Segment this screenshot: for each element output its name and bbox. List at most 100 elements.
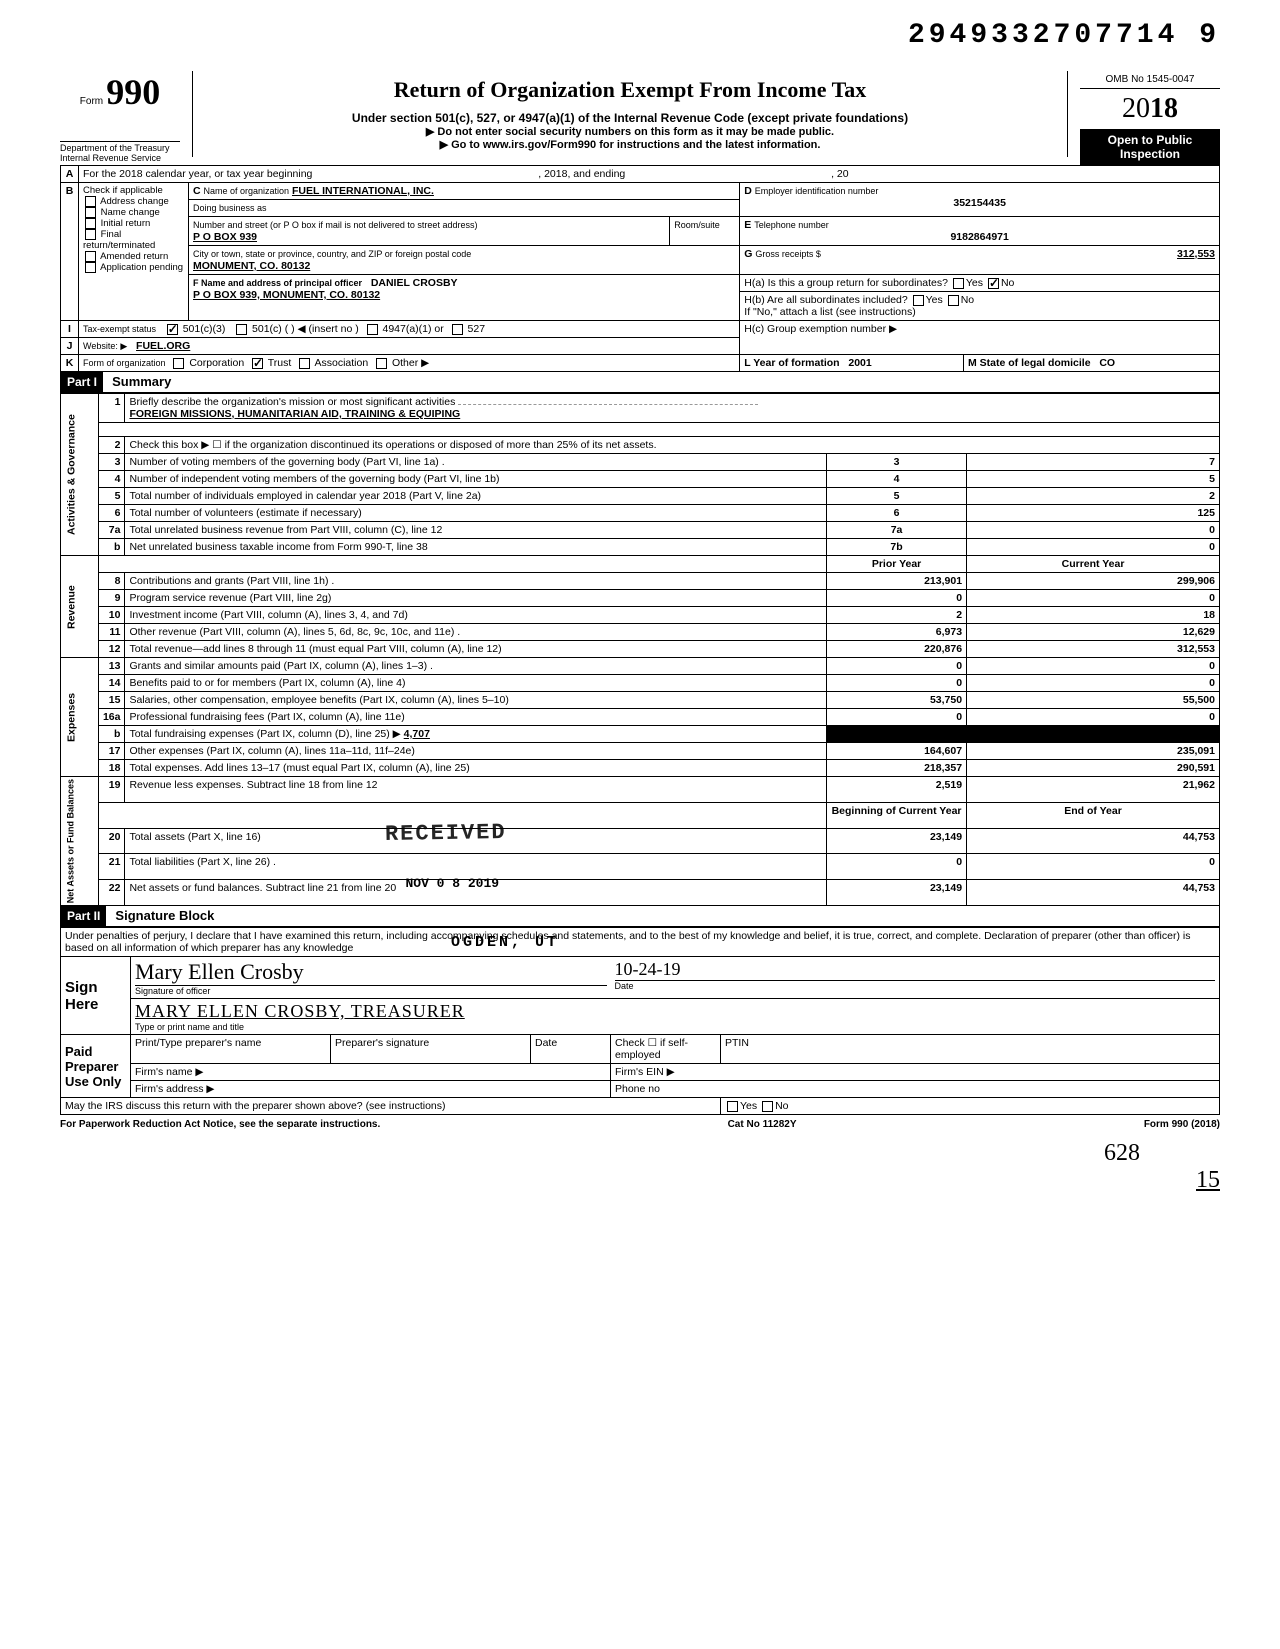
addr-val: P O BOX 939 xyxy=(193,231,257,243)
l3-box: 3 xyxy=(827,454,967,471)
part1-hdr: Part I xyxy=(61,372,103,392)
chk-4947[interactable] xyxy=(367,324,378,335)
footer-handwriting: 628 15 xyxy=(60,1140,1220,1194)
l15-n: 15 xyxy=(98,692,125,709)
l7a-n: 7a xyxy=(98,522,125,539)
l15-c: 55,500 xyxy=(967,692,1220,709)
cell-city: City or town, state or province, country… xyxy=(189,246,740,275)
j-val: FUEL.ORG xyxy=(136,340,190,352)
chk-ha-yes[interactable] xyxy=(953,278,964,289)
cell-L: L Year of formation 2001 xyxy=(740,355,964,372)
received-date: NOV 0 8 2019 xyxy=(405,876,499,891)
chk-527[interactable] xyxy=(452,324,463,335)
header-middle: Return of Organization Exempt From Incom… xyxy=(192,71,1068,157)
l16b-black1 xyxy=(827,726,967,743)
l18-n: 18 xyxy=(98,760,125,777)
chk-amended-return[interactable] xyxy=(85,251,96,262)
row-A-text: For the 2018 calendar year, or tax year … xyxy=(79,166,1220,183)
l18-p: 218,357 xyxy=(827,760,967,777)
cell-website: Website: ▶ FUEL.ORG xyxy=(79,338,740,355)
lbl-address-change: Address change xyxy=(100,196,169,207)
l14-p: 0 xyxy=(827,675,967,692)
i-text: Tax-exempt status xyxy=(83,324,156,334)
l16b-black2 xyxy=(967,726,1220,743)
header-info-table: A For the 2018 calendar year, or tax yea… xyxy=(60,165,1220,372)
chk-corp[interactable] xyxy=(173,358,184,369)
vlabel-expenses: Expenses xyxy=(61,658,99,777)
k-text: Form of organization xyxy=(83,358,166,368)
perjury-cell: Under penalties of perjury, I declare th… xyxy=(61,928,1220,957)
pp-sig: Preparer's signature xyxy=(331,1035,531,1064)
cell-tax-status: Tax-exempt status 501(c)(3) 501(c) ( ) ◀… xyxy=(79,321,740,338)
dba-lbl: Doing business as xyxy=(193,203,267,213)
chk-initial-return[interactable] xyxy=(85,218,96,229)
l9-n: 9 xyxy=(98,590,125,607)
i-opt1: 501(c)(3) xyxy=(183,323,226,335)
l1-val: FOREIGN MISSIONS, HUMANITARIAN AID, TRAI… xyxy=(129,408,460,420)
chk-501c[interactable] xyxy=(236,324,247,335)
name-title-lbl: Type or print name and title xyxy=(135,1022,1215,1032)
l8-p: 213,901 xyxy=(827,573,967,590)
chk-application-pending[interactable] xyxy=(85,262,96,273)
k-corp: Corporation xyxy=(189,357,244,369)
form-title: Return of Organization Exempt From Incom… xyxy=(203,77,1057,103)
m-val: CO xyxy=(1099,357,1115,369)
cell-dba: Doing business as xyxy=(189,200,740,217)
omb-number: OMB No 1545-0047 xyxy=(1080,71,1220,89)
row-A: A xyxy=(61,166,79,183)
l7a-t: Total unrelated business revenue from Pa… xyxy=(125,522,827,539)
chk-irs-yes[interactable] xyxy=(727,1101,738,1112)
l13-t: Grants and similar amounts paid (Part IX… xyxy=(125,658,827,675)
cell-officer: F Name and address of principal officer … xyxy=(189,275,740,321)
hdr-current: Current Year xyxy=(967,556,1220,573)
l1-t: Briefly describe the organization's miss… xyxy=(125,394,1220,423)
vlabel-governance: Activities & Governance xyxy=(61,394,99,556)
dept-block: Department of the Treasury Internal Reve… xyxy=(60,141,180,164)
l21-c: 0 xyxy=(967,854,1220,880)
l18-c: 290,591 xyxy=(967,760,1220,777)
part2-header-row: Part II Signature Block xyxy=(60,906,1220,927)
l-val: 2001 xyxy=(848,357,871,369)
l20-c: 44,753 xyxy=(967,828,1220,854)
footer-right: Form 990 (2018) xyxy=(1144,1119,1220,1130)
chk-irs-no[interactable] xyxy=(762,1101,773,1112)
j-text: Website: ▶ xyxy=(83,341,127,351)
header-right: OMB No 1545-0047 2018 Open to Public Ins… xyxy=(1080,71,1220,165)
chk-other[interactable] xyxy=(376,358,387,369)
l7a-v: 0 xyxy=(967,522,1220,539)
g-label: G xyxy=(744,248,755,260)
chk-name-change[interactable] xyxy=(85,207,96,218)
cell-address: Number and street (or P O box if mail is… xyxy=(189,217,670,246)
chk-501c3[interactable] xyxy=(167,324,178,335)
l21-p: 0 xyxy=(827,854,967,880)
hb2-text: If "No," attach a list (see instructions… xyxy=(744,306,915,318)
row-K: K xyxy=(61,355,79,372)
i-opt3: 4947(a)(1) or xyxy=(382,323,443,335)
chk-address-change[interactable] xyxy=(85,196,96,207)
l19-t: Revenue less expenses. Subtract line 18 … xyxy=(125,777,827,803)
chk-final-return[interactable] xyxy=(85,229,96,240)
chk-hb-yes[interactable] xyxy=(913,295,924,306)
a-text1: For the 2018 calendar year, or tax year … xyxy=(83,168,312,180)
l9-c: 0 xyxy=(967,590,1220,607)
l1-text: Briefly describe the organization's miss… xyxy=(129,396,455,408)
l10-n: 10 xyxy=(98,607,125,624)
chk-assoc[interactable] xyxy=(299,358,310,369)
e-val: 9182864971 xyxy=(744,231,1215,243)
hdr-prior: Prior Year xyxy=(827,556,967,573)
open-line1: Open to Public xyxy=(1084,133,1216,147)
l12-n: 12 xyxy=(98,641,125,658)
l14-t: Benefits paid to or for members (Part IX… xyxy=(125,675,827,692)
ha-yes: Yes xyxy=(966,277,983,289)
chk-trust[interactable] xyxy=(252,358,263,369)
d-label: D xyxy=(744,185,755,197)
l16a-n: 16a xyxy=(98,709,125,726)
hb-text: H(b) Are all subordinates included? xyxy=(744,294,907,306)
l8-n: 8 xyxy=(98,573,125,590)
chk-hb-no[interactable] xyxy=(948,295,959,306)
blank-rev xyxy=(98,556,826,573)
l6-t: Total number of volunteers (estimate if … xyxy=(125,505,827,522)
cell-Hb: H(b) Are all subordinates included? Yes … xyxy=(740,292,1220,321)
l7b-box: 7b xyxy=(827,539,967,556)
chk-ha-no[interactable] xyxy=(988,278,999,289)
